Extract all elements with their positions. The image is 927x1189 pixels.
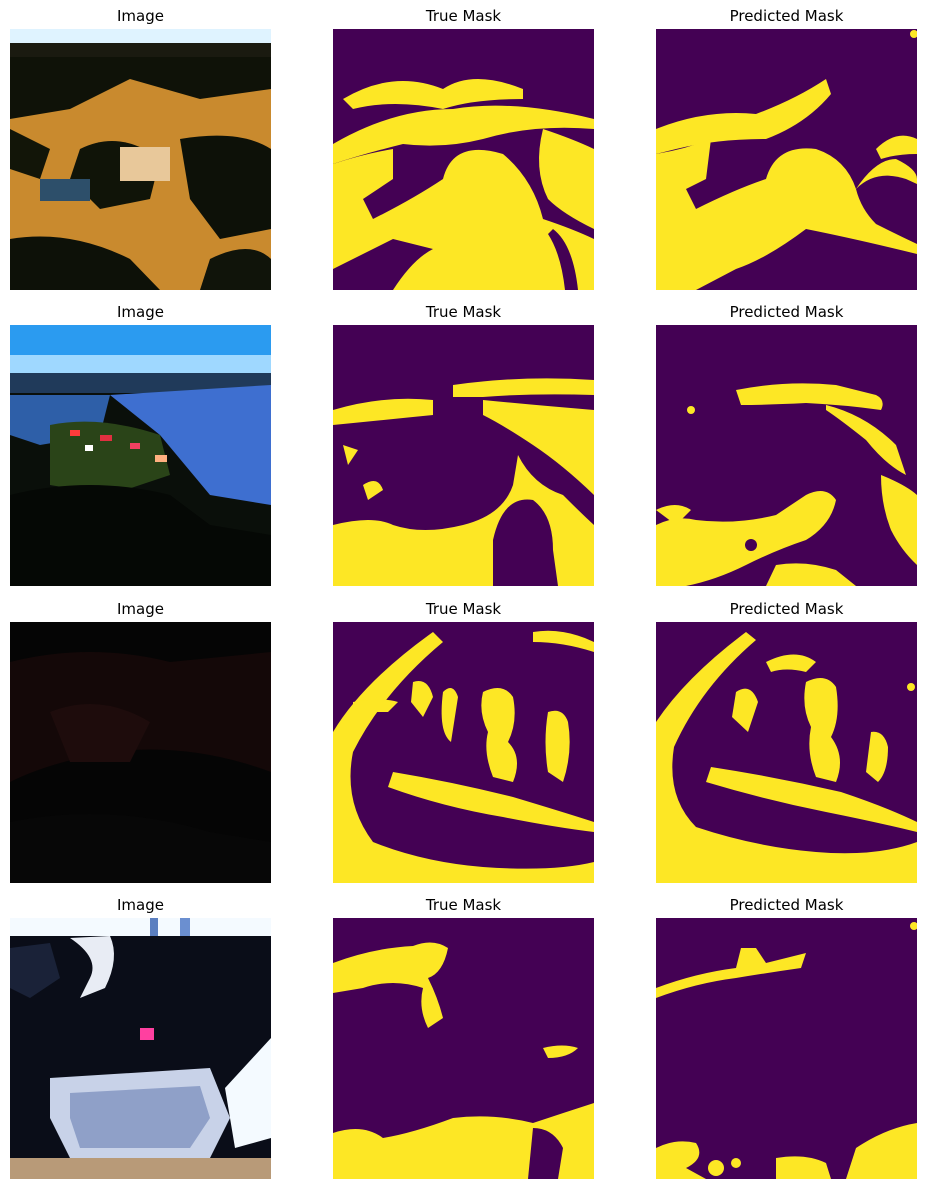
row3-predicted-mask (656, 622, 917, 883)
row2-predicted-mask-title: Predicted Mask (729, 303, 844, 321)
row1-flood-photo (10, 29, 271, 290)
row4-predicted-mask (656, 918, 917, 1179)
row2-image-title: Image (117, 303, 164, 321)
row3-flood-photo (10, 622, 271, 883)
row1-true-mask (333, 29, 594, 290)
row2-true-mask (333, 325, 594, 586)
row1-predicted-mask-title: Predicted Mask (729, 7, 844, 25)
row3-true-mask (333, 622, 594, 883)
row4-true-mask (333, 918, 594, 1179)
row3-true-mask-title: True Mask (425, 600, 502, 618)
row2-predicted-mask (656, 325, 917, 586)
row2-true-mask-title: True Mask (425, 303, 502, 321)
row1-predicted-mask (656, 29, 917, 290)
row3-predicted-mask-title: Predicted Mask (729, 600, 844, 618)
row1-image-title: Image (117, 7, 164, 25)
row4-predicted-mask-title: Predicted Mask (729, 896, 844, 914)
row2-flood-photo (10, 325, 271, 586)
row3-image-title: Image (117, 600, 164, 618)
row4-true-mask-title: True Mask (425, 896, 502, 914)
row4-flood-photo (10, 918, 271, 1179)
row4-image-title: Image (117, 896, 164, 914)
row1-true-mask-title: True Mask (425, 7, 502, 25)
